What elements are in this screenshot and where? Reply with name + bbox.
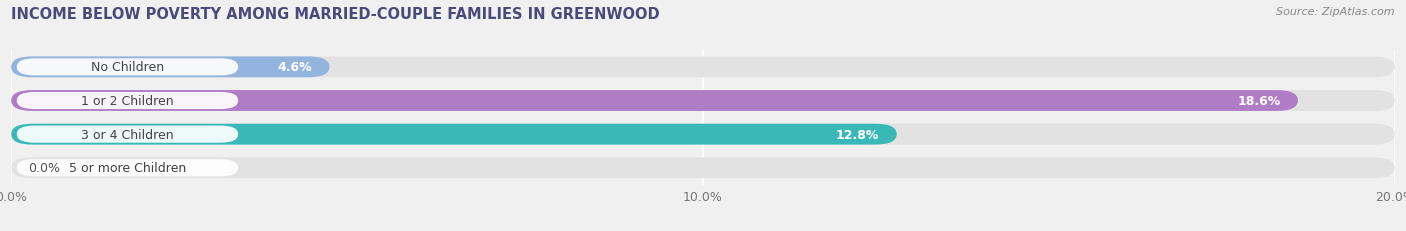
Text: 0.0%: 0.0% [28,161,60,175]
FancyBboxPatch shape [17,126,238,143]
FancyBboxPatch shape [11,57,329,78]
FancyBboxPatch shape [11,91,1298,111]
FancyBboxPatch shape [11,57,1395,78]
FancyBboxPatch shape [11,124,897,145]
FancyBboxPatch shape [17,160,238,176]
Text: No Children: No Children [91,61,165,74]
Text: INCOME BELOW POVERTY AMONG MARRIED-COUPLE FAMILIES IN GREENWOOD: INCOME BELOW POVERTY AMONG MARRIED-COUPL… [11,7,659,22]
Text: 3 or 4 Children: 3 or 4 Children [82,128,174,141]
FancyBboxPatch shape [11,124,1395,145]
Text: 5 or more Children: 5 or more Children [69,161,186,175]
Text: Source: ZipAtlas.com: Source: ZipAtlas.com [1277,7,1395,17]
FancyBboxPatch shape [11,158,1395,178]
Text: 4.6%: 4.6% [277,61,312,74]
Text: 12.8%: 12.8% [837,128,879,141]
Text: 1 or 2 Children: 1 or 2 Children [82,94,174,108]
FancyBboxPatch shape [17,59,238,76]
Text: 18.6%: 18.6% [1237,94,1281,108]
FancyBboxPatch shape [17,93,238,109]
FancyBboxPatch shape [11,91,1395,111]
